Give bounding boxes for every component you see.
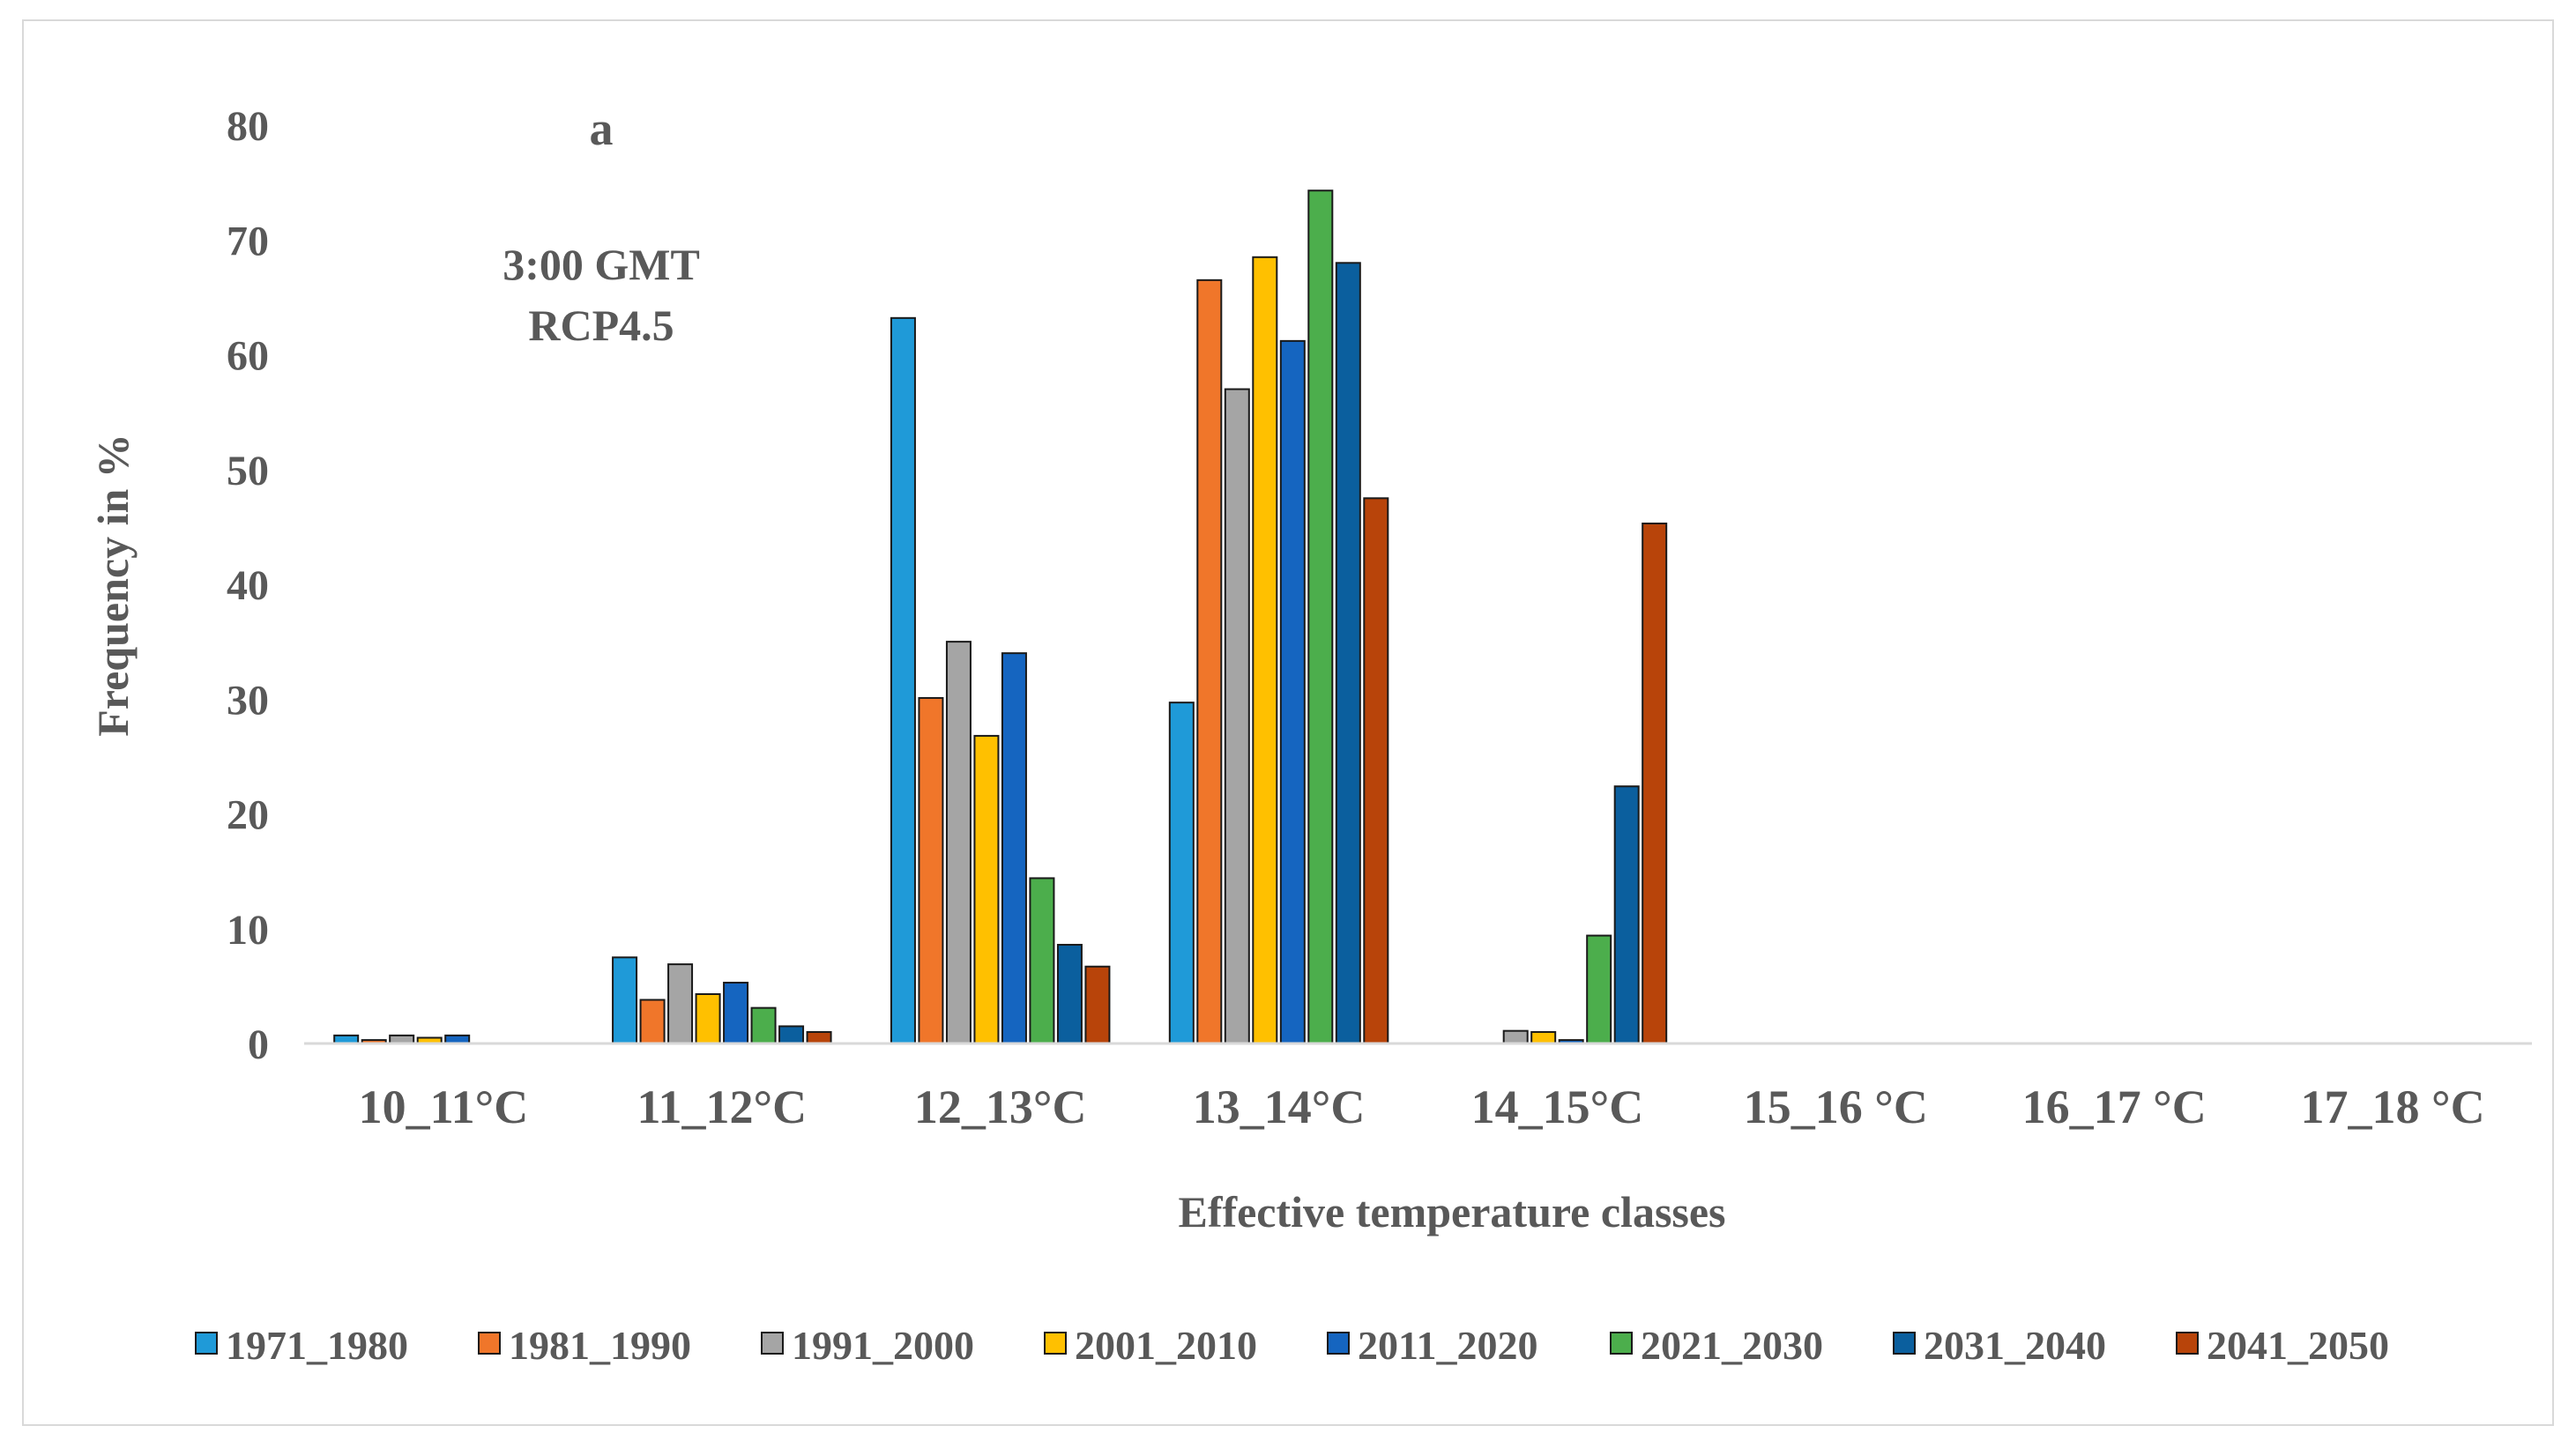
legend-label: 2001_2010 xyxy=(1075,1323,1257,1368)
y-tick-label: 70 xyxy=(227,218,269,264)
legend-label: 1981_1990 xyxy=(509,1323,691,1368)
x-tick-label: 12_13°C xyxy=(914,1080,1087,1133)
bar-2031_2040-13_14°C xyxy=(1335,262,1361,1044)
legend-swatch-1981_1990 xyxy=(478,1332,501,1355)
bar-2001_2010-13_14°C xyxy=(1252,256,1278,1045)
annotation-time: 3:00 GMT xyxy=(503,240,700,289)
bar-2021_2030-13_14°C xyxy=(1307,189,1334,1044)
x-tick-label: 17_18 °C xyxy=(2301,1080,2485,1133)
x-tick-label: 16_17 °C xyxy=(2022,1080,2207,1133)
legend-label: 1991_2000 xyxy=(792,1323,974,1368)
legend-swatch-1991_2000 xyxy=(761,1332,784,1355)
y-axis-ticks: 0 10 20 30 40 50 60 70 80 xyxy=(227,103,269,1068)
bar-1971_1980-12_13°C xyxy=(890,316,916,1044)
bar-1971_1980-11_12°C xyxy=(612,956,638,1044)
bar-2011_2020-11_12°C xyxy=(723,981,749,1045)
bar-2041_2050-12_13°C xyxy=(1084,965,1111,1045)
y-tick-label: 30 xyxy=(227,677,269,724)
bar-2041_2050-14_15°C xyxy=(1642,522,1668,1044)
x-axis-ticks: 10_11°C 11_12°C 12_13°C 13_14°C 14_15°C 15_16… xyxy=(359,1080,2485,1133)
legend-swatch-2011_2020 xyxy=(1327,1332,1350,1355)
y-tick-label: 80 xyxy=(227,103,269,150)
x-axis-title: Effective temperature classes xyxy=(1178,1187,1725,1236)
bar-2011_2020-13_14°C xyxy=(1279,339,1306,1044)
bar-1981_1990-11_12°C xyxy=(639,999,666,1045)
bar-2001_2010-11_12°C xyxy=(695,992,721,1045)
bar-2031_2040-12_13°C xyxy=(1056,943,1083,1044)
panel-label: a xyxy=(590,102,614,155)
legend-label: 2011_2020 xyxy=(1358,1323,1537,1368)
legend-label: 1971_1980 xyxy=(226,1323,408,1368)
y-axis-title: Frequency in % xyxy=(88,434,138,737)
legend-label: 2021_2030 xyxy=(1641,1323,1823,1368)
x-tick-label: 14_15°C xyxy=(1471,1080,1644,1133)
x-tick-label: 15_16 °C xyxy=(1744,1080,1928,1133)
bar-1991_2000-11_12°C xyxy=(667,963,694,1044)
x-tick-label: 11_12°C xyxy=(637,1080,808,1133)
y-tick-label: 10 xyxy=(227,907,269,954)
legend: 1971_1980 1981_1990 1991_2000 2001_2010 2011… xyxy=(195,1323,2389,1368)
bars xyxy=(333,189,1668,1045)
bar-2021_2030-12_13°C xyxy=(1029,877,1055,1044)
x-tick-label: 13_14°C xyxy=(1193,1080,1366,1133)
y-tick-label: 20 xyxy=(227,792,269,839)
legend-swatch-2001_2010 xyxy=(1044,1332,1067,1355)
y-tick-label: 60 xyxy=(227,333,269,380)
y-tick-label: 40 xyxy=(227,562,269,609)
y-tick-label: 0 xyxy=(248,1021,269,1068)
bar-2031_2040-14_15°C xyxy=(1613,785,1640,1044)
x-tick-label: 10_11°C xyxy=(359,1080,529,1133)
bar-1981_1990-12_13°C xyxy=(918,696,944,1044)
legend-swatch-2041_2050 xyxy=(2176,1332,2199,1355)
bar-1991_2000-13_14°C xyxy=(1224,388,1250,1044)
chart-frame: 0 10 20 30 40 50 60 70 80 10_11°C 11_12°C 12_13°C 1… xyxy=(22,19,2554,1426)
legend-label: 2031_2040 xyxy=(1924,1323,2106,1368)
bar-2011_2020-12_13°C xyxy=(1001,652,1027,1045)
legend-swatch-2031_2040 xyxy=(1893,1332,1916,1355)
bar-1971_1980-13_14°C xyxy=(1168,702,1195,1044)
annotation-scenario: RCP4.5 xyxy=(528,301,674,350)
bar-2001_2010-12_13°C xyxy=(973,734,1000,1044)
legend-swatch-2021_2030 xyxy=(1610,1332,1633,1355)
bar-1991_2000-14_15°C xyxy=(1502,1029,1529,1044)
bar-2021_2030-14_15°C xyxy=(1586,934,1612,1044)
bar-2021_2030-11_12°C xyxy=(750,1006,777,1045)
bar-1991_2000-12_13°C xyxy=(945,641,972,1044)
bar-2041_2050-11_12°C xyxy=(806,1030,832,1044)
bar-2001_2010-14_15°C xyxy=(1530,1030,1557,1044)
bar-2041_2050-13_14°C xyxy=(1363,497,1389,1044)
y-tick-label: 50 xyxy=(227,448,269,494)
bar-2031_2040-11_12°C xyxy=(778,1025,805,1045)
legend-label: 2041_2050 xyxy=(2207,1323,2389,1368)
legend-swatch-1971_1980 xyxy=(195,1332,218,1355)
bar-1981_1990-13_14°C xyxy=(1196,278,1223,1044)
